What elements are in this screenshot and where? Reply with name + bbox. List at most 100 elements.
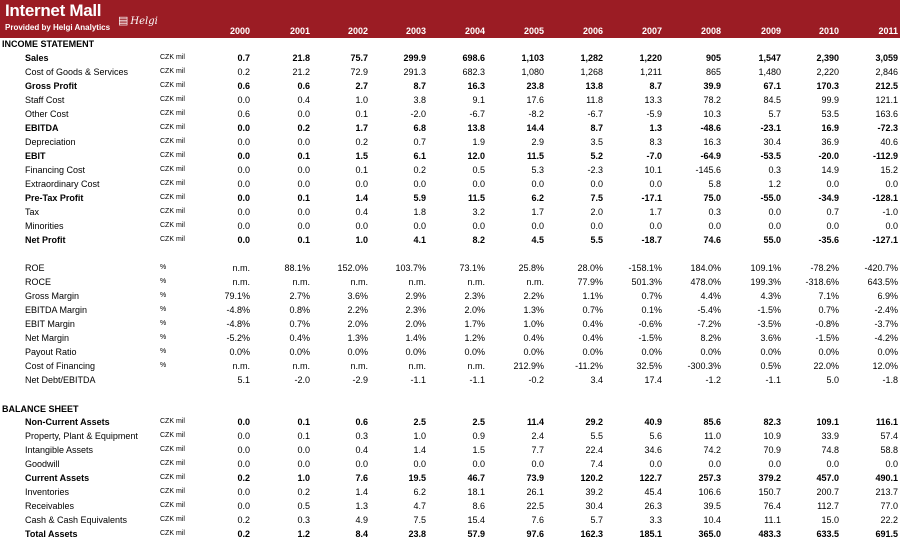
cell-value: 0.0: [649, 179, 662, 189]
cell-value: 0.0: [826, 221, 839, 231]
cell-value: 0.1: [355, 165, 368, 175]
cell-value: 2.4: [531, 431, 544, 441]
table-row: Depreciation CZK mil 0.0 0.0 0.2 0.7 1.9 2.9 3.5…: [0, 136, 900, 150]
cell-value: 2.9: [531, 137, 544, 147]
cell-value: 112.7: [817, 501, 839, 511]
cell-value: 1.9: [472, 137, 485, 147]
cell-value: 5.9: [413, 193, 426, 203]
cell-value: 185.1: [639, 529, 662, 539]
cell-value: -4.2%: [874, 333, 898, 343]
cell-value: 1.2: [297, 529, 310, 539]
cell-value: -112.9: [872, 151, 898, 161]
cell-value: 22.4: [585, 445, 603, 455]
cell-value: 11.4: [526, 417, 544, 427]
cell-value: 12.0%: [872, 361, 898, 371]
cell-value: 5.6: [649, 431, 662, 441]
cell-value: 0.0: [531, 459, 544, 469]
cell-value: 2.7: [355, 81, 368, 91]
year-header: 2001: [289, 26, 310, 36]
cell-value: -64.9: [700, 151, 721, 161]
cell-value: -6.7: [469, 109, 485, 119]
row-unit: %: [160, 278, 167, 285]
row-unit: CZK mil: [160, 516, 185, 523]
cell-value: 0.0: [237, 459, 250, 469]
cell-value: 39.2: [585, 487, 603, 497]
cell-value: 865: [705, 67, 721, 77]
cell-value: 0.7: [413, 137, 426, 147]
cell-value: 0.0: [413, 221, 426, 231]
row-unit: CZK mil: [160, 124, 185, 131]
cell-value: 2.5: [413, 417, 426, 427]
row-unit: CZK mil: [160, 68, 185, 75]
cell-value: 15.0: [821, 515, 839, 525]
cell-value: 39.9: [703, 81, 721, 91]
table-row: Current Assets CZK mil 0.2 1.0 7.6 19.5 46.7 73…: [0, 472, 900, 486]
cell-value: 40.6: [880, 137, 898, 147]
row-unit: %: [160, 362, 167, 369]
cell-value: 1.4: [355, 193, 368, 203]
cell-value: 15.4: [467, 515, 485, 525]
cell-value: 34.6: [644, 445, 662, 455]
cell-value: 457.0: [816, 473, 839, 483]
row-unit: CZK mil: [160, 502, 185, 509]
row-label: Gross Profit: [25, 81, 78, 91]
cell-value: 0.2: [237, 529, 250, 539]
cell-value: 79.1%: [224, 291, 250, 301]
table-row: Other Cost CZK mil 0.6 0.0 0.1 -2.0 -6.7 -8.2 -6…: [0, 108, 900, 122]
cell-value: -3.5%: [757, 319, 781, 329]
cell-value: 1.7%: [464, 319, 485, 329]
cell-value: 212.5: [875, 81, 898, 91]
row-label: Pre-Tax Profit: [25, 193, 84, 203]
year-header: 2008: [700, 26, 721, 36]
cell-value: 1.4: [413, 445, 426, 455]
cell-value: 0.6: [297, 81, 310, 91]
cell-value: n.m.: [232, 277, 250, 287]
row-label: ROE: [25, 263, 45, 273]
cell-value: n.m.: [232, 361, 250, 371]
cell-value: 1,220: [639, 53, 662, 63]
cell-value: 10.3: [703, 109, 721, 119]
cell-value: -72.3: [877, 123, 898, 133]
cell-value: 72.9: [350, 67, 368, 77]
cell-value: -5.4%: [697, 305, 721, 315]
cell-value: 10.1: [644, 165, 662, 175]
cell-value: 6.2: [531, 193, 544, 203]
cell-value: 0.0%: [405, 347, 426, 357]
cell-value: 4.1: [413, 235, 426, 245]
row-label: EBITDA: [25, 123, 59, 133]
cell-value: 2.9%: [405, 291, 426, 301]
table-row: Minorities CZK mil 0.0 0.0 0.0 0.0 0.0 0.0 0.0 0.…: [0, 220, 900, 234]
row-unit: CZK mil: [160, 194, 185, 201]
cell-value: -18.7: [641, 235, 662, 245]
cell-value: 0.0: [590, 179, 603, 189]
cell-value: n.m.: [408, 361, 426, 371]
cell-value: 85.6: [703, 417, 721, 427]
cell-value: 4.5: [531, 235, 544, 245]
table-row: Payout Ratio% 0.0% 0.0% 0.0% 0.0% 0.0% 0.0% 0.0…: [0, 346, 900, 360]
cell-value: 0.0%: [229, 347, 250, 357]
table-row: Net Debt/EBITDA 5.1 -2.0 -2.9 -1.1 -1.1 -0.2 3.…: [0, 374, 900, 388]
cell-value: 2.2%: [523, 291, 544, 301]
cell-value: 1.3%: [347, 333, 368, 343]
cell-value: 483.3: [758, 529, 781, 539]
cell-value: -4.8%: [226, 305, 250, 315]
cell-value: 74.2: [703, 445, 721, 455]
cell-value: 14.4: [526, 123, 544, 133]
cell-value: 0.0: [237, 165, 250, 175]
cell-value: 19.5: [408, 473, 426, 483]
table-row: EBITDA Margin% -4.8% 0.8% 2.2% 2.3% 2.0% 1.3% 0…: [0, 304, 900, 318]
cell-value: 2.0%: [405, 319, 426, 329]
cell-value: 0.0: [768, 221, 781, 231]
cell-value: 1,268: [580, 67, 603, 77]
cell-value: 29.2: [585, 417, 603, 427]
cell-value: 16.3: [703, 137, 721, 147]
cell-value: 0.2: [237, 515, 250, 525]
cell-value: 212.9%: [513, 361, 544, 371]
cell-value: 0.0%: [464, 347, 485, 357]
year-header: 2009: [760, 26, 781, 36]
cell-value: 0.0: [237, 431, 250, 441]
year-header: 2010: [818, 26, 839, 36]
cell-value: -78.2%: [810, 263, 839, 273]
cell-value: 3.4: [590, 375, 603, 385]
cell-value: -128.1: [872, 193, 898, 203]
